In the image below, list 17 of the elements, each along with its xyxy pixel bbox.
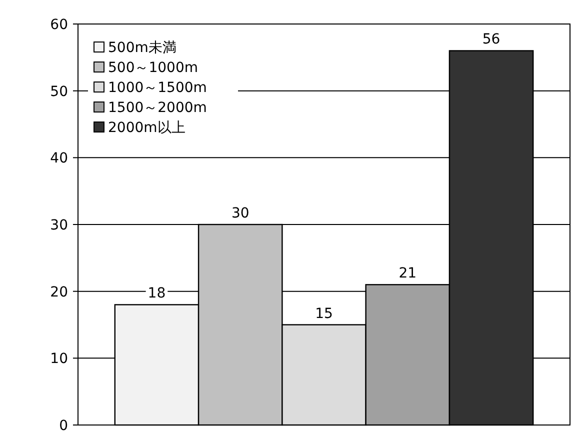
y-tick-label: 30 xyxy=(50,218,68,234)
data-label: 21 xyxy=(398,266,417,282)
data-label: 30 xyxy=(231,206,250,222)
legend-label: 1500～2000m xyxy=(108,100,207,116)
legend-label: 500m未満 xyxy=(108,40,176,56)
y-tick-label: 50 xyxy=(50,84,68,100)
data-label: 56 xyxy=(482,32,500,48)
legend-label: 2000m以上 xyxy=(108,120,186,136)
y-tick-label: 10 xyxy=(50,351,68,368)
legend-label: 500～1000m xyxy=(108,60,198,76)
data-label: 18 xyxy=(148,286,166,302)
y-tick-label: 20 xyxy=(50,284,68,300)
legend-label: 1000～1500m xyxy=(108,80,207,96)
y-tick-label: 40 xyxy=(50,150,68,167)
y-tick-label: 60 xyxy=(50,17,68,33)
data-label: 15 xyxy=(315,306,333,322)
y-tick-label: 0 xyxy=(59,418,68,434)
